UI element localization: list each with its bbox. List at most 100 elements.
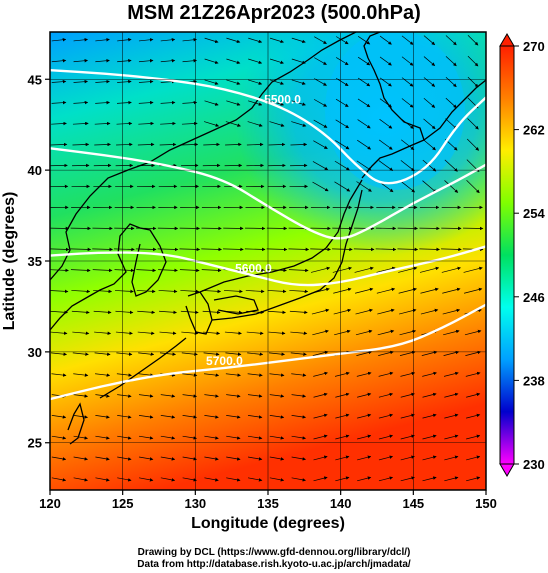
wind-vector <box>181 352 198 356</box>
colorbar-min-triangle <box>499 463 515 477</box>
wind-vector <box>355 308 373 315</box>
wind-vector <box>422 392 437 398</box>
wind-vector <box>378 476 394 482</box>
wind-vector <box>357 98 371 108</box>
wind-vector <box>357 119 371 129</box>
wind-vector <box>291 37 306 44</box>
coastline-korea <box>131 227 167 297</box>
wind-vector <box>244 247 266 252</box>
coastline-kyushu <box>185 291 213 335</box>
wind-vector <box>204 456 219 461</box>
wind-vector <box>444 392 459 398</box>
wind-vector <box>138 121 155 126</box>
wind-vector <box>310 266 331 273</box>
wind-vector <box>378 413 394 419</box>
wind-vector <box>467 55 479 67</box>
wind-vector <box>204 394 219 398</box>
wind-vector <box>269 477 285 482</box>
wind-vector <box>313 119 328 128</box>
wind-vector <box>50 331 68 335</box>
wind-vector <box>269 394 285 398</box>
wind-vector <box>313 476 328 482</box>
wind-vector <box>226 58 241 64</box>
wind-vector <box>137 142 155 147</box>
wind-vector <box>465 350 482 356</box>
wind-vector <box>114 247 135 252</box>
wind-vector <box>422 159 437 172</box>
wind-vector <box>226 100 241 106</box>
wind-vector <box>441 266 461 273</box>
wind-vector <box>332 247 353 252</box>
wind-vector <box>422 413 437 419</box>
wind-vector <box>335 455 350 461</box>
wind-vector <box>266 247 288 252</box>
wind-vector <box>335 36 349 45</box>
wind-vector <box>204 435 219 440</box>
wind-vector <box>269 435 285 440</box>
wind-vector <box>357 56 371 66</box>
wind-vector <box>423 98 436 108</box>
wind-vector <box>51 58 67 63</box>
wind-vector <box>444 413 459 419</box>
wind-vector <box>357 476 372 482</box>
coastline-kuril-islands <box>423 79 486 141</box>
wind-vector <box>182 58 198 63</box>
wind-vector <box>466 476 481 482</box>
x-axis: 120 125 130 135 140 145 150 <box>39 490 497 511</box>
wind-vector <box>247 394 263 398</box>
wind-vector <box>400 413 415 419</box>
wind-vector <box>94 121 111 126</box>
wind-vector <box>444 434 459 440</box>
wind-vector <box>289 289 309 294</box>
wind-vector <box>357 434 372 440</box>
wind-vector <box>247 121 263 127</box>
wind-vector <box>116 121 133 126</box>
wind-vector <box>226 79 241 85</box>
wind-vector <box>269 373 285 377</box>
wind-vector <box>421 350 438 356</box>
y-axis: 25 30 35 40 45 <box>28 72 50 451</box>
wind-vector <box>422 180 437 193</box>
wind-vector <box>50 142 68 147</box>
wind-vector <box>400 371 416 377</box>
wind-vector <box>247 456 263 461</box>
wind-vector <box>357 392 372 398</box>
wind-vector <box>204 373 220 377</box>
wind-vector <box>377 329 395 336</box>
y-tick-label: 25 <box>28 436 42 451</box>
wind-vector <box>51 415 67 419</box>
wind-vector <box>114 268 135 273</box>
wind-vector <box>290 331 308 335</box>
wind-vector <box>334 371 350 377</box>
wind-vector <box>204 58 219 64</box>
wind-vector <box>442 287 461 294</box>
wind-vector <box>467 35 479 46</box>
wind-vector <box>356 350 373 356</box>
credit-data-source: Data from http://database.rish.kyoto-u.a… <box>137 559 411 570</box>
wind-vector <box>247 415 263 419</box>
wind-vector <box>465 371 481 377</box>
wind-vector <box>204 79 219 85</box>
wind-vector <box>334 160 350 171</box>
wind-vector <box>400 476 415 482</box>
wind-vector <box>201 268 222 273</box>
wind-vector <box>182 100 198 105</box>
wind-vector <box>51 121 67 126</box>
wind-vector <box>247 435 263 440</box>
wind-vector <box>399 350 416 356</box>
wind-vector <box>159 142 177 147</box>
wind-vector <box>73 373 89 377</box>
x-tick-label: 140 <box>330 496 352 511</box>
wind-vector <box>422 434 437 440</box>
wind-vector <box>419 247 440 252</box>
wind-vector <box>203 121 220 127</box>
wind-vector <box>313 392 328 398</box>
credits: Drawing by DCL (https://www.gfd-dennou.o… <box>0 547 548 571</box>
wind-vector <box>466 434 481 440</box>
wind-vector <box>400 392 415 398</box>
wind-vector <box>379 56 392 66</box>
wind-vector <box>159 310 177 315</box>
wind-vector <box>311 308 330 315</box>
wind-vector <box>182 38 198 42</box>
wind-vector <box>73 58 89 63</box>
